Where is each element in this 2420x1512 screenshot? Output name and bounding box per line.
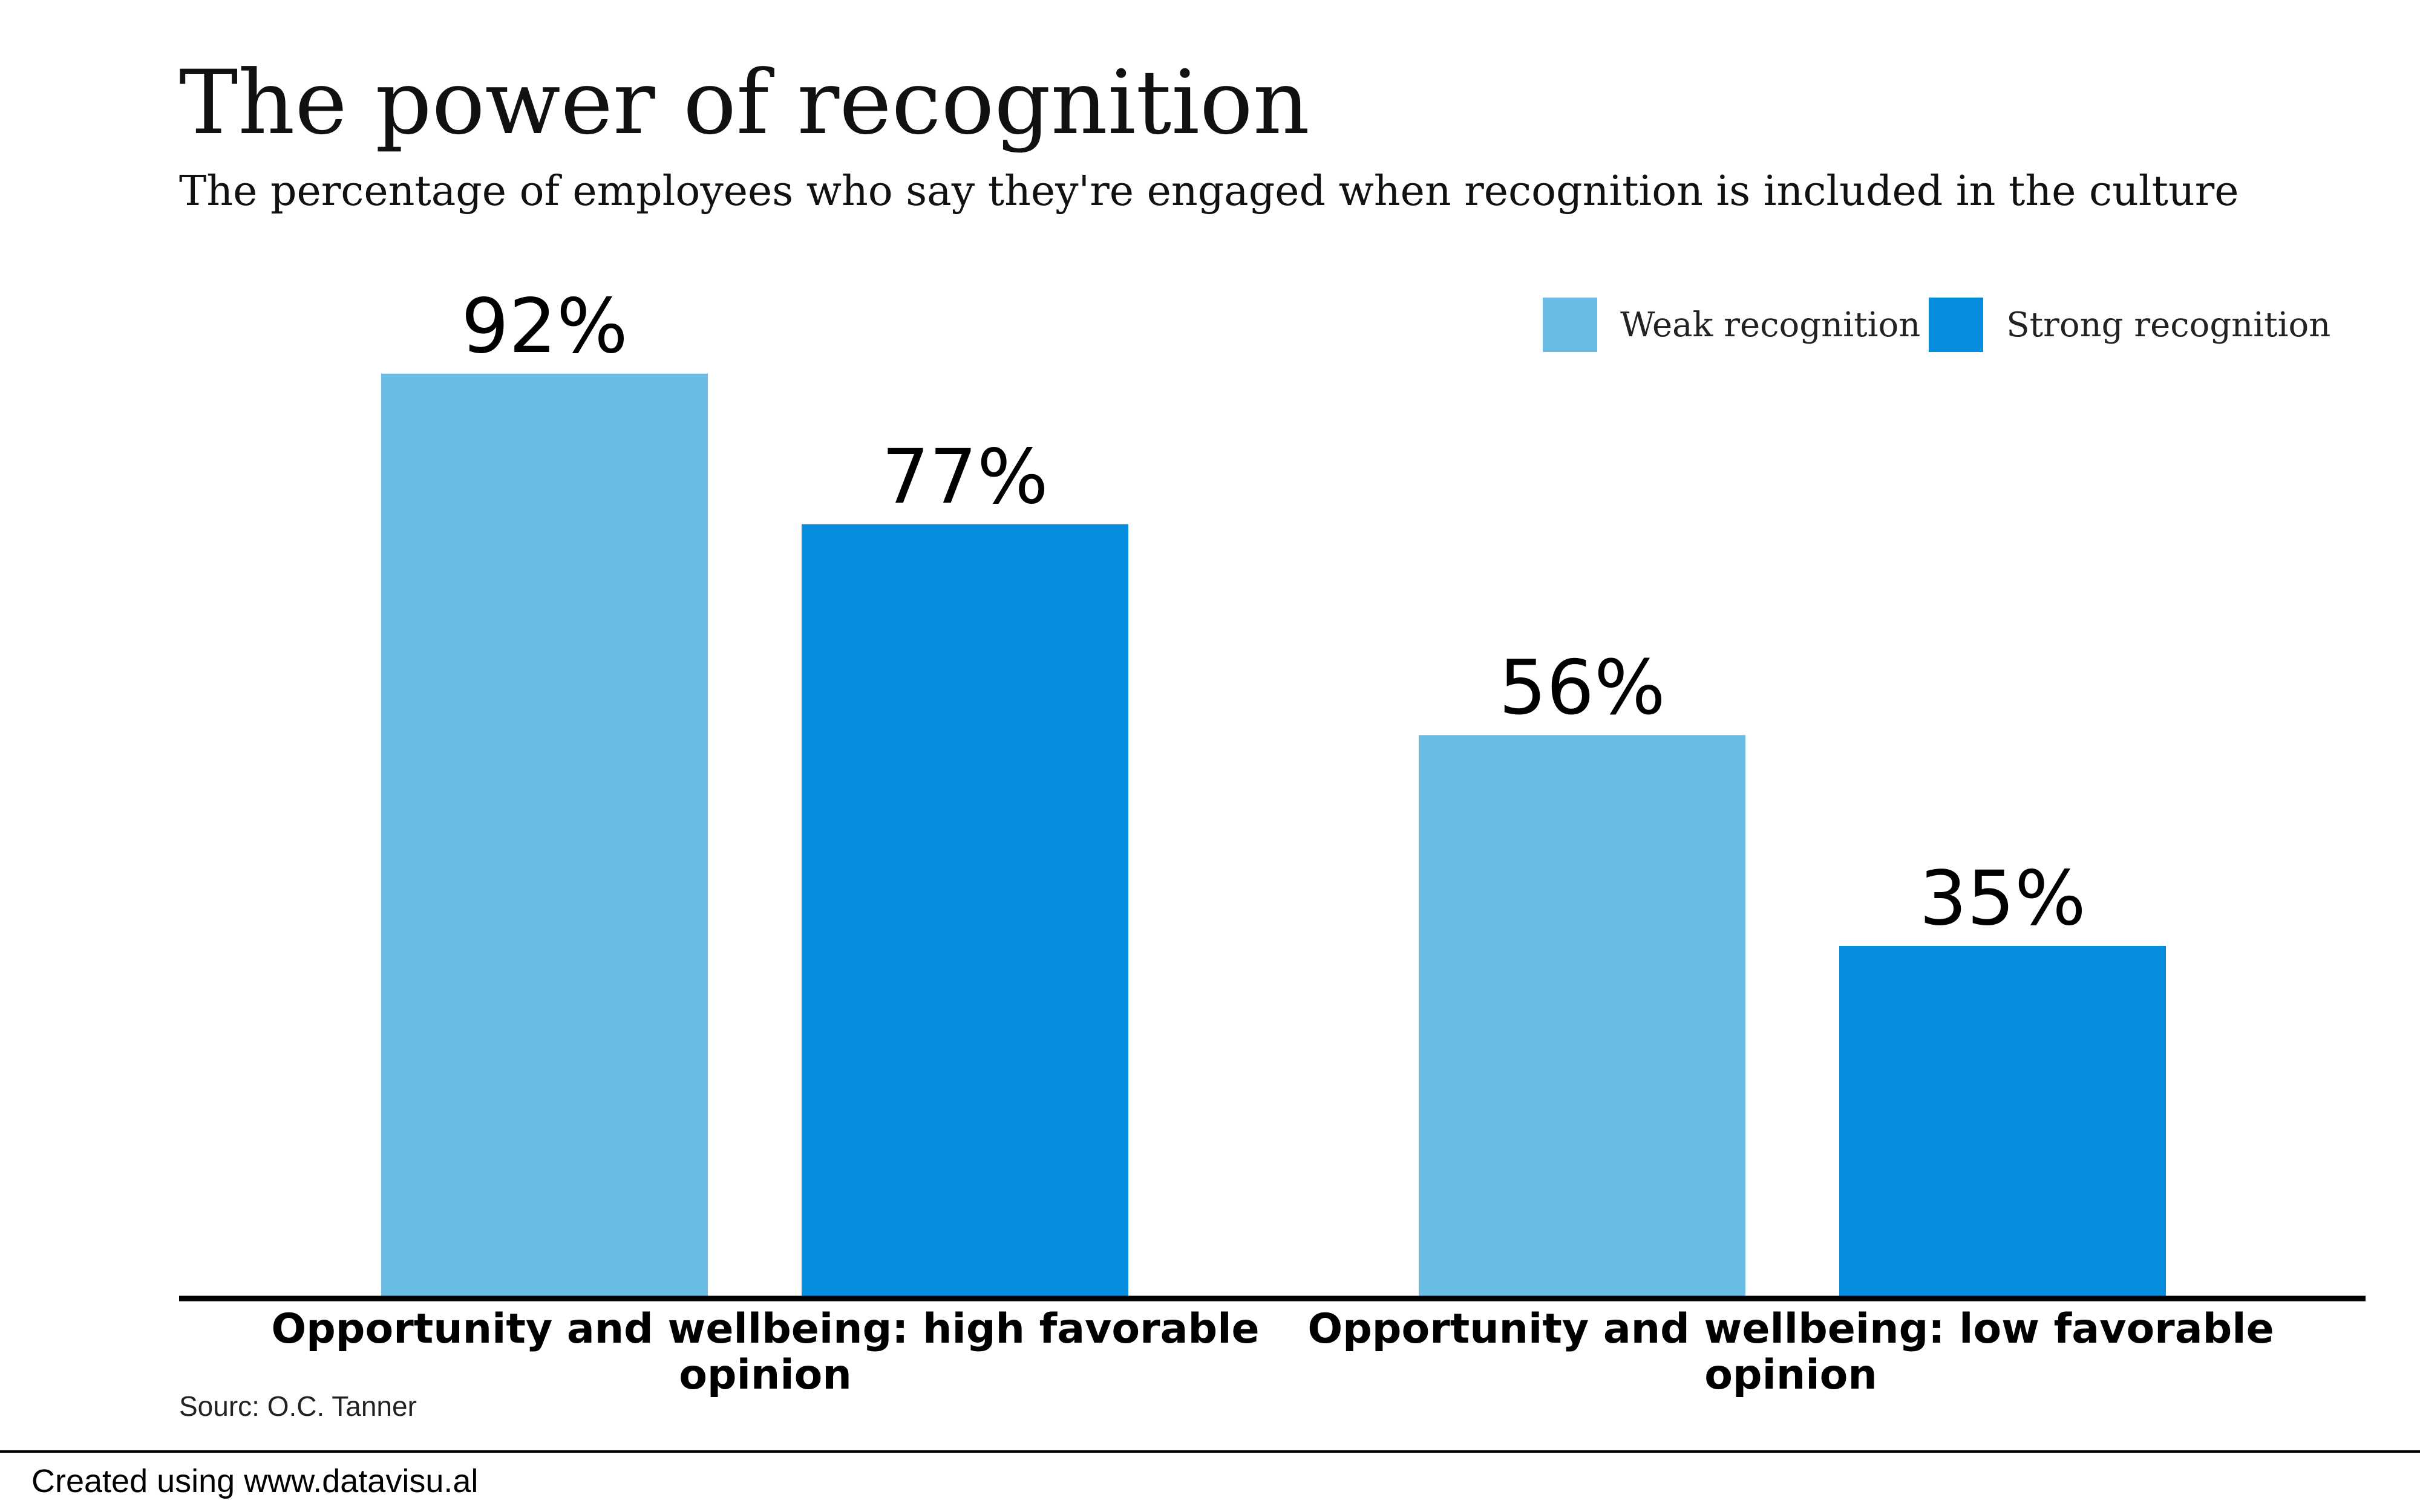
bar-low-strong — [1839, 946, 2166, 1297]
legend-swatch-weak — [1543, 298, 1597, 352]
value-label-high-weak: 92% — [461, 283, 628, 370]
chart-subtitle: The percentage of employees who say they… — [179, 168, 2239, 215]
category-label-low: Opportunity and wellbeing: low favorable… — [1307, 1305, 2274, 1399]
bar-chart: 92% 77% 56% 35% — [179, 283, 2366, 1302]
bar-low-weak — [1419, 735, 1745, 1297]
legend-swatch-strong — [1929, 298, 1984, 352]
bar-high-weak — [381, 373, 708, 1297]
legend-item-strong: Strong recognition — [1929, 298, 2330, 352]
legend: Weak recognition Strong recognition — [1543, 298, 2339, 352]
category-label-high: Opportunity and wellbeing: high favorabl… — [271, 1305, 1260, 1399]
value-label-low-strong: 35% — [1919, 855, 2086, 942]
value-label-low-weak: 56% — [1499, 644, 1666, 731]
source-note: Sourc: O.C. Tanner — [179, 1390, 417, 1422]
bars-group — [381, 373, 2166, 1297]
value-labels-group: 92% 77% 56% 35% — [461, 283, 2086, 942]
credit-note: Created using www.datavisu.al — [31, 1463, 479, 1499]
legend-label-strong: Strong recognition — [2006, 305, 2331, 345]
bar-high-strong — [802, 524, 1128, 1297]
chart-title: The power of recognition — [179, 51, 1310, 154]
footer-divider — [0, 1450, 2420, 1453]
value-label-high-strong: 77% — [881, 434, 1048, 521]
legend-item-weak: Weak recognition — [1543, 298, 1920, 352]
legend-label-weak: Weak recognition — [1620, 305, 1921, 345]
